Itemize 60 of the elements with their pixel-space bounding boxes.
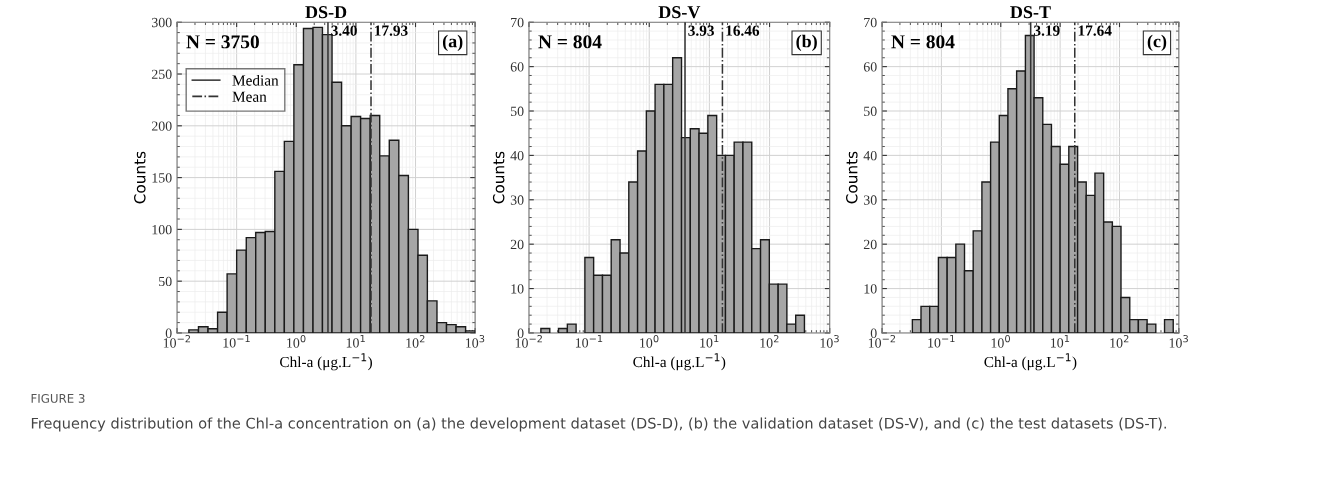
- y-tick-label: 50: [864, 106, 877, 116]
- y-tick-label: 20: [863, 239, 877, 250]
- annotation: (b): [796, 34, 817, 52]
- x-tick-label: 10$^{2}$: [406, 335, 425, 348]
- x-axis-title: Chl-a (μg.L$^{−1}$): [280, 353, 372, 371]
- y-tick-label: 30: [863, 195, 877, 205]
- chart-title: DS-V: [658, 6, 701, 19]
- x-tick-label: 10$^{3}$: [1169, 335, 1188, 348]
- annotation: N = 804: [538, 35, 602, 49]
- x-tick-label: 10$^{−1}$: [928, 335, 955, 348]
- x-tick-label: 10$^{1}$: [346, 335, 365, 348]
- annotation: (c): [1147, 34, 1167, 52]
- y-tick-label: 30: [510, 195, 524, 205]
- annotation: (a): [442, 34, 463, 52]
- y-tick-label: 40: [510, 150, 524, 161]
- x-tick-label: 10$^{−1}$: [575, 335, 603, 348]
- y-tick-label: 70: [864, 17, 877, 28]
- legend-label: Mean: [232, 91, 267, 102]
- legend-label: Median: [232, 74, 279, 86]
- chart-title: DS-D: [305, 6, 347, 19]
- x-tick-label: 10$^{2}$: [760, 335, 779, 348]
- y-tick-label: 40: [863, 150, 877, 161]
- text: Frequency distribution of the Chl-a concentration on (a) the development dataset (DS-D), (b) the validation dataset (DS-V), and (c) the test datasets (DS-T).: [31, 417, 1166, 432]
- y-tick-label: 150: [152, 173, 172, 183]
- x-tick-label: 10$^{1}$: [700, 335, 719, 348]
- annotation: 17.93: [375, 25, 408, 36]
- x-tick-label: 10$^{3}$: [466, 335, 485, 348]
- x-axis-title: Chl-a (μg.L$^{−1}$): [984, 353, 1077, 371]
- y-tick-label: 200: [151, 121, 172, 131]
- x-tick-label: 10$^{2}$: [1110, 335, 1129, 348]
- annotation: 17.64: [1078, 25, 1112, 36]
- y-tick-label: 10: [864, 284, 877, 294]
- y-tick-label: 250: [151, 69, 172, 79]
- x-tick-label: 10$^{−1}$: [223, 335, 250, 348]
- annotation: 3.93: [688, 25, 714, 36]
- y-tick-label: 10: [511, 284, 524, 294]
- y-tick-label: 50: [159, 276, 172, 287]
- y-axis-title: Counts: [846, 151, 858, 204]
- annotation: 16.46: [726, 25, 760, 36]
- annotation: 3.19: [1034, 25, 1060, 36]
- caption: FIGURE 3: [31, 393, 85, 403]
- y-tick-label: 60: [510, 62, 524, 72]
- y-tick-label: 20: [510, 239, 524, 250]
- y-tick-label: 300: [151, 17, 172, 28]
- y-axis-title: Counts: [134, 151, 146, 204]
- y-tick-label: 50: [511, 106, 524, 116]
- x-tick-label: 10$^{0}$: [640, 335, 659, 348]
- chart-title: DS-T: [1010, 6, 1051, 19]
- x-axis-title: Chl-a (μg.L$^{−1}$): [633, 353, 726, 371]
- x-tick-label: 10$^{1}$: [1051, 335, 1070, 348]
- x-tick-label: 10$^{3}$: [820, 335, 839, 348]
- y-tick-label: 70: [511, 17, 524, 28]
- y-tick-label: 100: [152, 224, 172, 235]
- y-axis-title: Counts: [492, 151, 505, 204]
- annotation: 3.40: [331, 25, 357, 36]
- annotation: N = 804: [891, 35, 955, 49]
- y-tick-label: 60: [863, 62, 877, 72]
- annotation: N = 3750: [186, 35, 259, 49]
- x-tick-label: 10$^{0}$: [287, 335, 306, 348]
- x-tick-label: 10$^{0}$: [991, 335, 1010, 348]
